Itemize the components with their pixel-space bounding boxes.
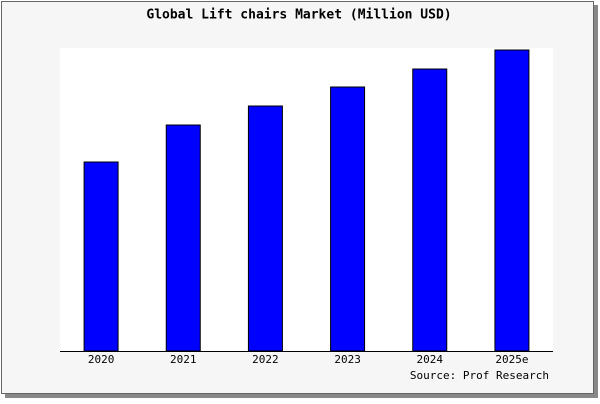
bar	[83, 161, 119, 352]
source-note: Source: Prof Research	[410, 369, 549, 382]
bar	[494, 49, 530, 352]
plot-area	[60, 48, 553, 351]
bar	[330, 86, 366, 352]
x-tick-label: 2020	[88, 353, 115, 366]
chart-title: Global Lift chairs Market (Million USD)	[146, 8, 451, 23]
bar	[247, 105, 283, 352]
bar	[165, 124, 201, 352]
x-tick-label: 2021	[170, 353, 197, 366]
x-tick-label: 2022	[252, 353, 279, 366]
x-tick-label: 2024	[417, 353, 444, 366]
x-tick-label: 2023	[334, 353, 361, 366]
bar	[412, 68, 448, 352]
x-tick-label: 2025e	[495, 353, 528, 366]
